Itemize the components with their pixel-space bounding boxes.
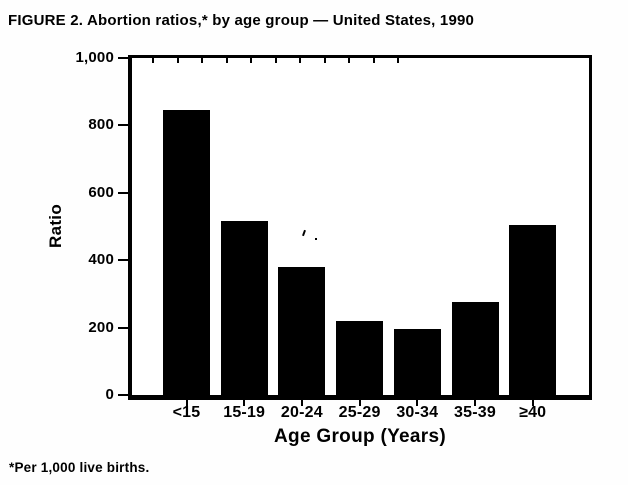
y-tick-marks — [118, 0, 128, 485]
x-tick-label: 20-24 — [280, 404, 323, 421]
scan-artifact-tick — [176, 58, 179, 63]
x-tick-mark — [531, 400, 534, 406]
y-tick-label: 600 — [88, 183, 114, 201]
x-tick-label: ≥40 — [519, 404, 547, 421]
scan-artifact-tick — [152, 58, 154, 63]
figure-title: FIGURE 2. Abortion ratios,* by age group… — [8, 12, 475, 29]
y-tick-label: 800 — [88, 116, 114, 134]
footnote: *Per 1,000 live births. — [9, 460, 150, 475]
y-tick-mark — [118, 394, 128, 396]
scan-artifact-tick — [323, 58, 326, 63]
x-tick-label: 30-34 — [396, 404, 439, 421]
bar-25-29 — [336, 321, 384, 395]
y-tick-label: 0 — [105, 386, 114, 403]
x-tick-label: 15-19 — [223, 404, 266, 421]
x-axis-title: Age Group (Years) — [274, 426, 446, 447]
bar-30-34 — [393, 329, 441, 395]
y-tick-labels: 0 200 400 600 800 1,000 — [26, 0, 114, 485]
x-tick-label: 35-39 — [454, 404, 496, 421]
scan-artifact-tick — [225, 58, 228, 63]
x-tick-mark — [300, 400, 303, 406]
bar-35-39 — [451, 302, 499, 395]
x-tick-label: <15 — [172, 404, 201, 421]
x-tick-mark — [358, 400, 361, 406]
scan-artifact-tick — [274, 58, 277, 63]
x-tick-mark — [185, 400, 188, 406]
bar-15-19 — [220, 221, 268, 395]
y-tick-mark — [118, 124, 128, 127]
x-tick-label: 25-29 — [338, 404, 381, 421]
y-tick-mark — [118, 57, 128, 59]
y-tick-mark — [118, 326, 128, 329]
y-tick-label: 400 — [88, 251, 114, 269]
bar-<15 — [163, 110, 210, 395]
plot-area — [128, 55, 592, 400]
y-tick-label: 200 — [88, 318, 114, 336]
scan-artifact-tick — [201, 58, 203, 63]
y-tick-label: 1,000 — [75, 49, 114, 66]
scan-artifact-tick — [250, 58, 252, 63]
y-tick-mark — [118, 259, 128, 262]
bar-≥40 — [509, 225, 557, 395]
scan-artifact-tick — [299, 58, 301, 63]
scan-artifact-tick — [372, 58, 375, 63]
scan-artifact-tick — [348, 58, 350, 63]
y-tick-mark — [118, 191, 128, 194]
x-tick-mark — [474, 400, 476, 406]
scan-artifact-tick — [397, 58, 399, 63]
x-tick-mark — [243, 400, 246, 406]
bar-20-24 — [278, 267, 326, 395]
x-tick-mark — [416, 400, 419, 406]
scan-speck — [315, 238, 317, 240]
